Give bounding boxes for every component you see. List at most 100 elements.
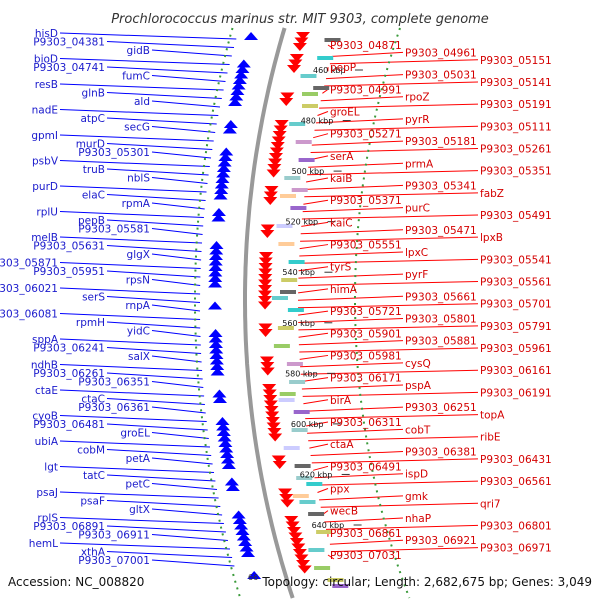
forward-strand-arrow	[288, 59, 303, 68]
left-gene-label: tatC	[83, 470, 105, 482]
left-gene-label: P9303_04381	[33, 37, 105, 49]
right-leader-line	[299, 251, 404, 257]
right-gene-label: P9303_05491	[480, 210, 552, 222]
reverse-strand-arrow	[232, 76, 247, 84]
left-gene-label: cobM	[77, 445, 105, 457]
feature-block	[283, 446, 300, 450]
reverse-strand-arrow	[238, 538, 253, 546]
topology-text: Topology: circular; Length: 2,682,675 bp…	[261, 575, 592, 589]
forward-strand-arrow	[269, 147, 284, 156]
left-leader-line	[151, 228, 203, 235]
right-gene-label: lpxB	[480, 232, 503, 244]
left-leader-line	[59, 83, 224, 91]
left-leader-line	[151, 432, 209, 439]
left-leader-line	[106, 398, 205, 405]
left-gene-label: psaF	[80, 496, 105, 508]
right-leader-line	[306, 177, 329, 183]
right-leader-line	[324, 81, 479, 87]
right-gene-label: P9303_05561	[480, 277, 552, 289]
forward-strand-arrow	[259, 252, 274, 260]
left-gene-label: P9303_06481	[33, 419, 105, 431]
left-gene-label: bioD	[34, 54, 58, 66]
right-gene-label: P9303_06251	[405, 402, 477, 414]
right-gene-label: P9303_05151	[480, 55, 552, 67]
right-leader-line	[313, 133, 329, 139]
forward-strand-arrow	[271, 455, 286, 464]
forward-strand-arrow	[262, 389, 277, 398]
forward-strand-arrow	[263, 191, 278, 200]
feature-block	[327, 578, 344, 582]
reverse-strand-arrow	[244, 32, 259, 40]
right-leader-line	[320, 502, 479, 508]
right-gene-label: P9303_05881	[405, 336, 477, 348]
left-leader-line	[59, 185, 207, 193]
right-gene-label: P9303_05031	[405, 70, 477, 82]
left-leader-line	[59, 542, 231, 550]
right-gene-label: nhaP	[405, 513, 431, 525]
reverse-strand-arrow	[231, 81, 246, 90]
feature-block	[299, 500, 316, 504]
left-gene-label: elaC	[82, 190, 105, 202]
left-gene-label: murD	[76, 139, 105, 151]
left-leader-line	[59, 211, 204, 218]
right-leader-line	[315, 480, 479, 486]
right-gene-label: P9303_04871	[330, 40, 402, 52]
left-gene-label: ubiA	[35, 436, 59, 448]
reverse-strand-arrow	[236, 59, 251, 68]
right-leader-line	[325, 524, 479, 530]
left-gene-label: P9303_05301	[78, 147, 150, 159]
feature-block	[306, 482, 323, 486]
left-gene-label: rpsN	[126, 275, 150, 287]
feature-block	[308, 548, 325, 552]
left-gene-label: P9303_06261	[33, 368, 105, 380]
right-leader-line	[298, 258, 479, 264]
right-leader-line	[302, 207, 404, 213]
left-leader-line	[59, 313, 201, 320]
left-leader-line	[151, 559, 235, 567]
right-gene-label: rpoZ	[405, 92, 430, 104]
reverse-strand-arrow	[208, 263, 223, 271]
left-gene-label: P9303_06021	[0, 283, 58, 295]
right-gene-label: P9303_05471	[405, 225, 477, 237]
kbp-tick-label: 620 kbp	[300, 470, 333, 479]
right-gene-label: P9303_06311	[330, 417, 402, 429]
reverse-strand-arrow	[208, 252, 223, 260]
reverse-strand-arrow	[213, 191, 228, 200]
accession-text: Accession: NC_008820	[8, 575, 144, 589]
left-gene-label: P9303_06241	[33, 343, 105, 355]
left-leader-line	[151, 202, 205, 210]
forward-strand-arrow	[258, 296, 272, 304]
right-gene-label: P9303_06431	[480, 454, 552, 466]
kbp-tick-label: 600 kbp	[291, 420, 324, 429]
right-gene-label: P9303_05341	[405, 180, 477, 192]
left-leader-line	[106, 219, 204, 227]
feature-block	[289, 380, 306, 384]
reverse-strand-arrow	[223, 120, 238, 128]
feature-block	[332, 584, 349, 588]
right-gene-label: P9303_05181	[405, 136, 477, 148]
left-leader-line	[106, 117, 217, 125]
right-leader-line	[298, 340, 404, 346]
corner-number: 66	[248, 573, 258, 582]
left-leader-line	[106, 168, 209, 176]
right-gene-label: P9303_06861	[330, 528, 402, 540]
left-leader-line	[59, 134, 214, 142]
feature-block	[278, 398, 295, 402]
forward-strand-arrow	[268, 433, 283, 442]
right-gene-label: P9303_05701	[480, 299, 552, 311]
forward-strand-arrow	[258, 285, 273, 293]
forward-strand-arrow	[273, 125, 288, 134]
kbp-tick-label: 580 kbp	[285, 369, 318, 378]
kbp-tick-label: 540 kbp	[282, 268, 315, 277]
left-gene-label: sppA	[32, 334, 59, 346]
right-gene-label: P9303_06161	[480, 365, 552, 377]
feature-block	[280, 194, 296, 198]
right-leader-line	[319, 103, 479, 109]
right-gene-label: ppx	[330, 484, 350, 496]
reverse-strand-arrow	[235, 527, 250, 535]
right-leader-line	[298, 266, 329, 272]
left-gene-label: pepB	[78, 215, 105, 227]
kbp-tick-label: 480 kbp	[301, 117, 334, 126]
right-leader-line	[304, 406, 404, 412]
left-leader-line	[106, 92, 222, 99]
